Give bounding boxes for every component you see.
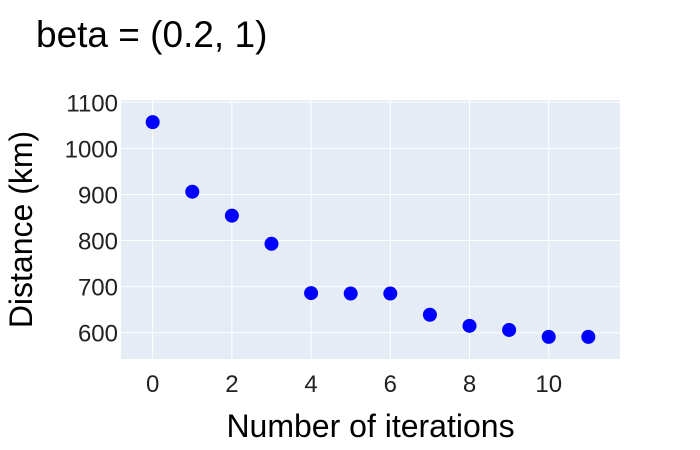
y-tick-label: 900 (78, 182, 118, 209)
x-gridlines (152, 100, 550, 359)
y-tick-label: 1000 (65, 136, 118, 163)
data-point (422, 307, 437, 322)
y-gridlines (121, 101, 620, 334)
y-axis-label: Distance (km) (3, 131, 39, 328)
data-point (581, 329, 596, 344)
data-point (502, 322, 517, 337)
data-point (541, 329, 556, 344)
x-tick-label: 8 (463, 371, 476, 398)
data-point (185, 184, 200, 199)
x-axis-label: Number of iterations (226, 408, 514, 444)
y-tick-label: 600 (78, 321, 118, 348)
data-points (145, 115, 596, 344)
data-point (383, 286, 398, 301)
x-tick-label: 6 (384, 371, 397, 398)
y-tick-labels: 600 700 800 900 1000 1100 (65, 90, 118, 347)
y-tick-label: 800 (78, 229, 118, 256)
data-point (343, 286, 358, 301)
x-tick-label: 10 (535, 371, 562, 398)
plot-area (121, 100, 620, 359)
x-tick-label: 4 (304, 371, 317, 398)
data-point (145, 115, 160, 130)
x-tick-label: 2 (225, 371, 238, 398)
data-point (462, 318, 477, 333)
y-tick-label: 1100 (66, 90, 118, 117)
data-point (264, 236, 279, 251)
data-point (224, 208, 239, 223)
y-tick-label: 700 (78, 275, 118, 302)
x-tick-label: 0 (146, 371, 159, 398)
x-tick-labels: 0 2 4 6 8 10 (146, 371, 562, 398)
chart-title: beta = (0.2, 1) (36, 14, 268, 55)
data-point (304, 286, 319, 301)
